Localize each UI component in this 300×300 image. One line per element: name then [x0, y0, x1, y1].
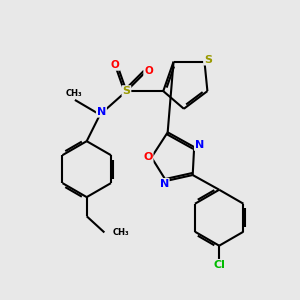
Text: O: O	[143, 152, 153, 162]
Text: S: S	[122, 86, 130, 96]
Text: O: O	[144, 66, 153, 76]
Text: N: N	[97, 107, 106, 117]
Text: CH₃: CH₃	[65, 88, 82, 98]
Text: N: N	[160, 179, 169, 189]
Text: S: S	[204, 55, 212, 64]
Text: N: N	[195, 140, 204, 150]
Text: O: O	[111, 60, 120, 70]
Text: Cl: Cl	[213, 260, 225, 270]
Text: CH₃: CH₃	[112, 228, 129, 237]
